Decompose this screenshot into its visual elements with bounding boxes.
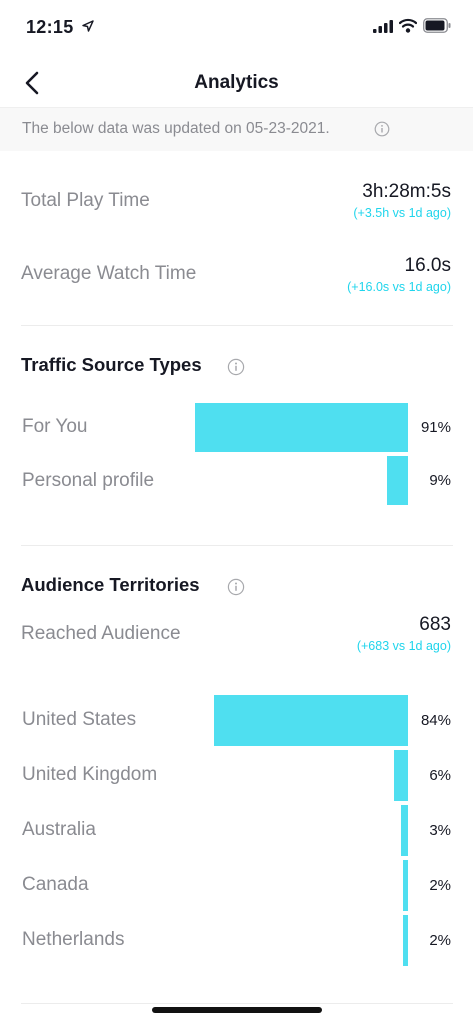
- territory-bar-united-kingdom: [394, 750, 408, 801]
- status-bar: 12:15: [0, 0, 473, 50]
- info-icon[interactable]: [227, 578, 245, 596]
- territory-pct-canada: 2%: [429, 877, 451, 894]
- traffic-pct-personal-profile: 9%: [429, 472, 451, 489]
- traffic-bar-personal-profile: [387, 456, 408, 505]
- territory-label-united-kingdom: United Kingdom: [22, 764, 158, 785]
- territory-label-united-states: United States: [22, 709, 137, 730]
- reached-audience-delta: (+683 vs 1d ago): [356, 639, 451, 653]
- cellular-signal-icon: [373, 20, 393, 33]
- wifi-icon: [399, 18, 417, 33]
- info-icon[interactable]: [227, 358, 245, 376]
- status-time: 12:15: [26, 17, 74, 37]
- total-play-time-value: 3h:28m:5s: [362, 181, 451, 202]
- territory-bar-netherlands: [403, 915, 408, 966]
- home-indicator: [152, 1007, 322, 1013]
- divider: [21, 545, 453, 546]
- location-arrow-icon: [82, 20, 94, 32]
- navigation-bar: Analytics: [0, 58, 473, 108]
- traffic-bar-for-you: [195, 403, 408, 452]
- traffic-pct-for-you: 91%: [420, 419, 451, 436]
- territory-pct-netherlands: 2%: [429, 932, 451, 949]
- reached-audience-value: 683: [419, 614, 451, 635]
- total-play-time-label: Total Play Time: [21, 190, 150, 211]
- average-watch-time-delta: (+16.0s vs 1d ago): [347, 280, 451, 294]
- territory-label-canada: Canada: [22, 874, 89, 895]
- update-text: The below data was updated on 05-23-2021…: [22, 120, 330, 137]
- total-play-time-delta: (+3.5h vs 1d ago): [353, 206, 451, 220]
- audience-territories-title: Audience Territories: [21, 574, 200, 595]
- back-chevron-icon[interactable]: [18, 68, 46, 98]
- territory-label-australia: Australia: [22, 819, 96, 840]
- territory-bar-canada: [403, 860, 408, 911]
- traffic-label-for-you: For You: [22, 416, 88, 437]
- info-icon[interactable]: [374, 121, 390, 137]
- page-title: Analytics: [194, 72, 279, 93]
- average-watch-time-label: Average Watch Time: [21, 263, 197, 284]
- divider: [21, 1003, 453, 1004]
- divider: [21, 325, 453, 326]
- territory-label-netherlands: Netherlands: [22, 929, 125, 950]
- traffic-source-types-title: Traffic Source Types: [21, 354, 202, 375]
- reached-audience-label: Reached Audience: [21, 623, 181, 644]
- territory-bar-australia: [401, 805, 408, 856]
- update-banner: The below data was updated on 05-23-2021…: [0, 108, 473, 151]
- territory-bar-united-states: [214, 695, 408, 746]
- battery-icon: [423, 18, 451, 33]
- traffic-label-personal-profile: Personal profile: [22, 470, 155, 491]
- territory-pct-united-states: 84%: [420, 712, 451, 729]
- territory-pct-united-kingdom: 6%: [429, 767, 451, 784]
- territory-pct-australia: 3%: [429, 822, 451, 839]
- average-watch-time-value: 16.0s: [404, 255, 451, 276]
